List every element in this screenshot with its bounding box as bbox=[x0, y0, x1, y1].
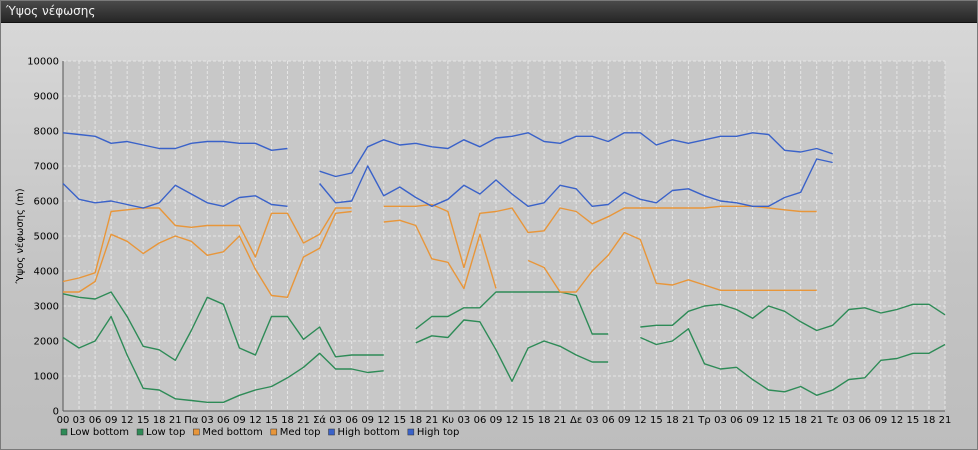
series-line bbox=[62, 183, 288, 209]
series-line bbox=[319, 158, 833, 208]
legend-swatch bbox=[270, 428, 278, 436]
x-tick-label: 03 bbox=[329, 415, 342, 426]
y-axis-label: Ύψος νέφωσης (m) bbox=[14, 188, 26, 284]
x-tick-label: Τε bbox=[826, 415, 839, 426]
y-tick-label: 6000 bbox=[34, 197, 59, 208]
y-tick-label: 1000 bbox=[34, 372, 59, 383]
legend-swatch bbox=[328, 428, 335, 436]
x-tick-label: 12 bbox=[377, 415, 390, 426]
x-tick-label: 15 bbox=[778, 415, 791, 426]
x-tick-label: 18 bbox=[923, 415, 936, 426]
x-tick-label: 18 bbox=[538, 415, 551, 426]
x-tick-label: 21 bbox=[682, 415, 695, 426]
series-line bbox=[63, 210, 352, 298]
x-tick-label: 21 bbox=[939, 415, 952, 426]
x-tick-label: 12 bbox=[762, 415, 775, 426]
x-tick-label: 03 bbox=[586, 415, 599, 426]
legend-entry: Med bottom bbox=[202, 427, 262, 438]
x-tick-label: 18 bbox=[794, 415, 807, 426]
x-tick-label: 03 bbox=[458, 415, 471, 426]
x-tick-label: 03 bbox=[714, 415, 727, 426]
x-tick-label: 12 bbox=[634, 415, 647, 426]
legend-entry: Med top bbox=[280, 427, 321, 438]
y-tick-label: 9000 bbox=[34, 92, 59, 103]
x-tick-label: 12 bbox=[506, 415, 519, 426]
x-tick-label: 09 bbox=[490, 415, 503, 426]
x-tick-label: 09 bbox=[874, 415, 887, 426]
x-tick-label: 09 bbox=[105, 415, 118, 426]
x-tick-label: 00 bbox=[57, 415, 70, 426]
series-line bbox=[383, 219, 497, 290]
x-tick-label: 09 bbox=[233, 415, 246, 426]
y-tick-label: 4000 bbox=[34, 267, 59, 278]
x-tick-label: Σά bbox=[313, 414, 326, 426]
x-tick-label: 12 bbox=[249, 415, 262, 426]
y-tick-label: 8000 bbox=[34, 127, 59, 138]
legend-swatch bbox=[407, 428, 415, 436]
y-tick-label: 3000 bbox=[34, 302, 59, 313]
x-tick-label: Κυ bbox=[442, 415, 455, 426]
x-tick-label: 06 bbox=[474, 415, 487, 426]
x-tick-label: 06 bbox=[217, 415, 230, 426]
x-tick-label: 21 bbox=[297, 415, 310, 426]
x-tick-label: 15 bbox=[650, 415, 663, 426]
series-line bbox=[415, 319, 609, 382]
x-tick-label: 21 bbox=[425, 415, 438, 426]
x-tick-label: 15 bbox=[393, 415, 406, 426]
x-tick-label: Πα bbox=[184, 415, 199, 426]
x-tick-label: 09 bbox=[618, 415, 631, 426]
x-tick-label: 21 bbox=[810, 415, 823, 426]
x-tick-label: 06 bbox=[858, 415, 871, 426]
x-tick-label: 06 bbox=[89, 415, 102, 426]
x-tick-label: Τρ bbox=[697, 415, 710, 426]
x-tick-label: 09 bbox=[746, 415, 759, 426]
x-tick-label: Δε bbox=[570, 415, 582, 426]
legend-entry: High top bbox=[417, 427, 460, 438]
x-tick-label: 06 bbox=[345, 415, 358, 426]
y-tick-label: 2000 bbox=[34, 337, 59, 348]
y-tick-label: 10000 bbox=[27, 57, 59, 68]
series-line bbox=[527, 231, 817, 293]
series-line bbox=[62, 207, 352, 283]
x-tick-label: 18 bbox=[666, 415, 679, 426]
x-tick-label: 06 bbox=[602, 415, 615, 426]
series-line bbox=[640, 303, 946, 332]
window-title: Ύψος νέφωσης bbox=[6, 4, 96, 18]
series-line bbox=[62, 315, 384, 403]
legend-entry: Low top bbox=[146, 427, 185, 438]
x-tick-label: 03 bbox=[842, 415, 855, 426]
series-line bbox=[62, 132, 288, 152]
legend-swatch bbox=[136, 428, 144, 436]
x-tick-label: 12 bbox=[891, 415, 904, 426]
series-line bbox=[383, 203, 817, 269]
series-line bbox=[415, 291, 609, 335]
x-tick-label: 18 bbox=[153, 415, 166, 426]
legend-swatch bbox=[193, 428, 200, 436]
legend-entry: High bottom bbox=[338, 427, 400, 438]
series-line bbox=[62, 291, 384, 361]
x-tick-label: 12 bbox=[121, 415, 134, 426]
x-tick-label: 15 bbox=[137, 415, 150, 426]
x-tick-label: 03 bbox=[73, 415, 86, 426]
x-tick-label: 15 bbox=[907, 415, 920, 426]
x-tick-label: 15 bbox=[265, 415, 278, 426]
legend-entry: Low bottom bbox=[70, 427, 129, 438]
y-tick-label: 7000 bbox=[34, 162, 59, 173]
x-tick-label: 03 bbox=[201, 415, 214, 426]
series-line bbox=[640, 328, 946, 396]
x-tick-label: 21 bbox=[554, 415, 567, 426]
x-tick-label: 21 bbox=[169, 415, 182, 426]
x-tick-label: 18 bbox=[281, 415, 294, 426]
y-tick-label: 0 bbox=[53, 407, 59, 418]
y-tick-label: 5000 bbox=[34, 232, 59, 243]
x-tick-label: 09 bbox=[361, 415, 374, 426]
legend-swatch bbox=[60, 428, 68, 436]
window-titlebar: Ύψος νέφωσης bbox=[1, 1, 977, 23]
x-tick-label: 15 bbox=[522, 415, 535, 426]
x-tick-label: 18 bbox=[409, 415, 422, 426]
x-tick-label: 06 bbox=[730, 415, 743, 426]
series-line bbox=[319, 132, 833, 178]
